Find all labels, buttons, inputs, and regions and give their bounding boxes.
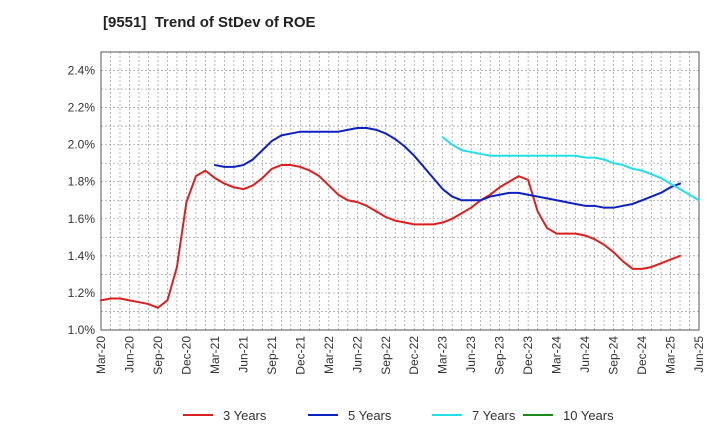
x-tick-label: Dec-20 <box>179 336 193 375</box>
series-line-3-years <box>100 164 682 309</box>
x-tick-label: Mar-22 <box>322 336 336 374</box>
x-tick-label: Mar-23 <box>436 336 450 374</box>
x-axis: Mar-20 Jun-20 Sep-20 Dec-20 Mar-21 Jun-21 Sep-… <box>94 336 706 375</box>
y-tick-label: 1.4% <box>68 249 96 263</box>
x-tick-label: Dec-24 <box>635 336 649 375</box>
plot-area <box>100 51 700 331</box>
y-tick-label: 1.0% <box>68 323 96 337</box>
legend: 3 Years 5 Years 7 Years 10 Years <box>183 408 614 423</box>
y-tick-label: 1.6% <box>68 212 96 226</box>
x-tick-label: Mar-20 <box>94 336 108 374</box>
y-tick-label: 2.4% <box>68 64 96 78</box>
series-line-5-years <box>213 126 682 209</box>
legend-label: 10 Years <box>563 408 614 423</box>
x-tick-label: Mar-25 <box>664 336 678 374</box>
y-axis: 1.0% 1.2% 1.4% 1.6% 1.8% 2.0% 2.2% 2.4% <box>68 64 96 337</box>
x-tick-label: Dec-23 <box>521 336 535 375</box>
y-tick-label: 2.2% <box>68 101 96 115</box>
x-tick-label: Mar-21 <box>208 336 222 374</box>
x-tick-label: Dec-21 <box>293 336 307 375</box>
x-tick-label: Dec-22 <box>407 336 421 375</box>
x-tick-label: Sep-24 <box>607 336 621 375</box>
x-tick-label: Mar-24 <box>550 336 564 374</box>
y-tick-label: 1.8% <box>68 175 96 189</box>
y-tick-label: 2.0% <box>68 138 96 152</box>
x-tick-label: Sep-23 <box>493 336 507 375</box>
series-line-7-years <box>441 136 700 202</box>
y-tick-label: 1.2% <box>68 286 96 300</box>
legend-label: 5 Years <box>348 408 392 423</box>
x-tick-label: Jun-23 <box>464 336 478 373</box>
x-tick-label: Sep-21 <box>265 336 279 375</box>
legend-label: 3 Years <box>223 408 267 423</box>
legend-label: 7 Years <box>472 408 516 423</box>
series-lines <box>100 126 700 309</box>
x-tick-label: Jun-22 <box>350 336 364 373</box>
x-tick-label: Jun-21 <box>236 336 250 373</box>
x-tick-label: Jun-24 <box>578 336 592 373</box>
x-tick-label: Sep-20 <box>151 336 165 375</box>
chart-title: [9551] Trend of StDev of ROE <box>103 14 316 31</box>
x-tick-label: Jun-25 <box>692 336 706 373</box>
x-tick-label: Sep-22 <box>379 336 393 375</box>
x-tick-label: Jun-20 <box>122 336 136 373</box>
